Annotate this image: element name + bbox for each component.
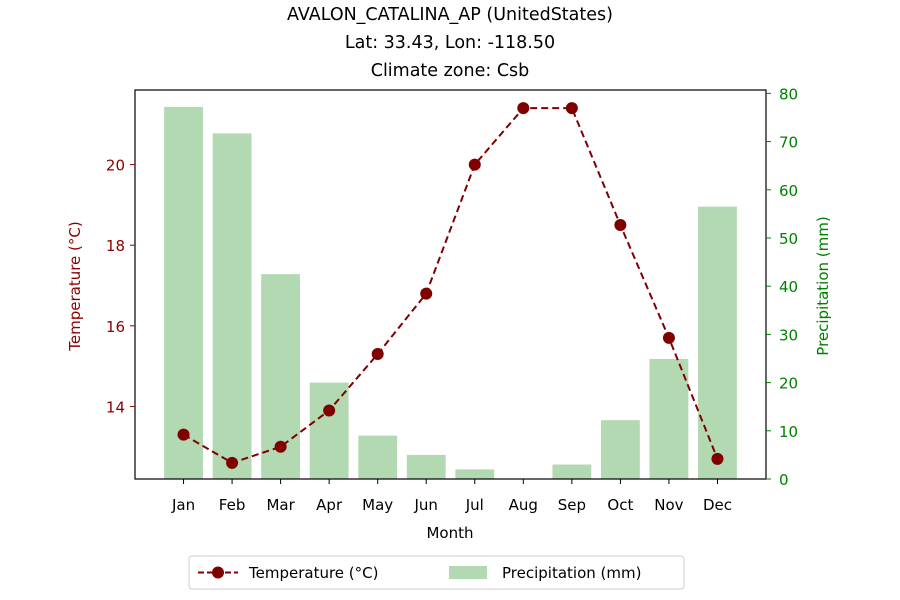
temperature-line — [177, 102, 724, 469]
temperature-point-dec — [711, 452, 724, 465]
y-axis-left-label: Temperature (°C) — [66, 221, 84, 351]
legend-precipitation-swatch-icon — [449, 566, 487, 579]
precipitation-bar-apr — [309, 382, 349, 479]
temperature-point-oct — [614, 219, 627, 232]
x-axis-label: Month — [426, 524, 473, 542]
y-right-tick-label: 10 — [779, 423, 798, 441]
y-right-tick-label: 60 — [779, 182, 798, 200]
axes: Jan Feb Mar Apr May Jun Jul Aug Sep Oct Nov Dec 14 16… — [106, 85, 798, 514]
temperature-point-feb — [226, 456, 239, 469]
title-line-2: Lat: 33.43, Lon: -118.50 — [345, 33, 555, 53]
legend: Temperature (°C) Precipitation (mm) — [188, 555, 685, 590]
x-tick-label: Aug — [509, 496, 538, 514]
temperature-point-jan — [177, 428, 190, 441]
x-tick-label: Feb — [219, 496, 246, 514]
y-right-tick-label: 20 — [779, 375, 798, 393]
x-tick-label: Jun — [414, 496, 438, 514]
chart-title: AVALON_CATALINA_AP (UnitedStates) Lat: 3… — [287, 5, 613, 81]
precipitation-bar-dec — [698, 206, 737, 479]
y-left-tick-label: 14 — [106, 398, 125, 416]
x-tick-label: Apr — [316, 496, 343, 514]
y-right-tick-label: 30 — [779, 326, 798, 344]
x-tick-label: Sep — [558, 496, 586, 514]
legend-box — [188, 555, 685, 590]
precipitation-bar-may — [358, 435, 398, 479]
title-line-1: AVALON_CATALINA_AP (UnitedStates) — [287, 5, 613, 25]
y-left-tick-label: 16 — [106, 318, 125, 336]
temperature-point-may — [371, 348, 384, 361]
precipitation-bar-jun — [406, 454, 446, 479]
title-line-3: Climate zone: Csb — [371, 61, 530, 81]
temperature-point-nov — [662, 331, 675, 344]
precipitation-bar-jan — [164, 106, 203, 479]
precipitation-bar-nov — [649, 358, 689, 479]
legend-temperature-marker-icon — [212, 566, 224, 579]
precipitation-bar-oct — [600, 420, 640, 479]
temperature-point-jul — [468, 158, 481, 171]
y-right-tick-label: 70 — [779, 134, 798, 152]
x-tick-label: Dec — [703, 496, 732, 514]
y-right-tick-label: 40 — [779, 278, 798, 296]
precipitation-bar-feb — [212, 133, 252, 479]
x-tick-label: Nov — [654, 496, 683, 514]
precipitation-bar-sep — [552, 464, 592, 479]
temperature-point-jun — [420, 287, 433, 300]
precipitation-bar-jul — [455, 469, 495, 479]
y-right-tick-label: 0 — [779, 471, 789, 489]
precipitation-bars — [164, 106, 737, 479]
temperature-point-mar — [274, 440, 287, 453]
temperature-point-sep — [565, 102, 578, 115]
x-tick-label: Mar — [266, 496, 295, 514]
y-right-tick-label: 50 — [779, 230, 798, 248]
x-tick-label: Oct — [607, 496, 633, 514]
y-left-tick-label: 20 — [106, 157, 125, 175]
x-tick-label: Jan — [171, 496, 195, 514]
plot-frame — [134, 89, 767, 480]
x-tick-label: May — [362, 496, 393, 514]
x-tick-label: Jul — [465, 496, 484, 514]
legend-temperature-label: Temperature (°C) — [248, 564, 378, 582]
temperature-series-line — [183, 107, 719, 464]
temperature-point-aug — [517, 102, 530, 115]
legend-precipitation-label: Precipitation (mm) — [502, 564, 641, 582]
y-left-tick-label: 18 — [106, 237, 125, 255]
y-axis-right-label: Precipitation (mm) — [814, 216, 832, 355]
y-right-tick-label: 80 — [779, 85, 798, 103]
temperature-point-apr — [323, 404, 336, 417]
